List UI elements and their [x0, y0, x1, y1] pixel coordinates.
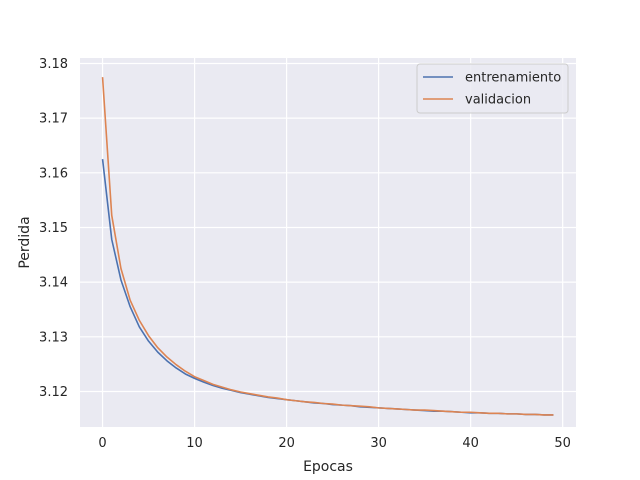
x-tick-label: 0 [98, 436, 106, 451]
y-tick-label: 3.15 [39, 221, 68, 236]
y-tick-labels: 3.12 3.13 3.14 3.15 3.16 3.17 3.18 [39, 57, 68, 400]
legend-label: validacion [465, 93, 531, 108]
x-axis-label: Epocas [303, 459, 353, 475]
grid [80, 58, 576, 427]
series-line-validacion [101, 77, 554, 416]
x-tick-label: 30 [370, 436, 387, 451]
x-tick-label: 20 [278, 436, 295, 451]
y-tick-label: 3.12 [39, 385, 68, 400]
y-tick-label: 3.17 [39, 112, 68, 127]
y-tick-label: 3.16 [39, 166, 68, 181]
y-tick-label: 3.14 [39, 276, 68, 291]
legend-label: entrenamiento [465, 71, 561, 86]
y-axis-label: Perdida [17, 216, 33, 268]
legend-box [416, 63, 569, 114]
y-tick-label: 3.13 [39, 330, 68, 345]
x-tick-label: 50 [554, 436, 571, 451]
series-lines [101, 77, 554, 416]
legend: entrenamiento validacion [416, 63, 569, 114]
x-tick-labels: 0 10 20 30 40 50 [98, 436, 571, 451]
plot-background [80, 58, 576, 427]
x-tick-label: 40 [462, 436, 479, 451]
y-tick-label: 3.18 [39, 57, 68, 72]
x-tick-label: 10 [186, 436, 203, 451]
